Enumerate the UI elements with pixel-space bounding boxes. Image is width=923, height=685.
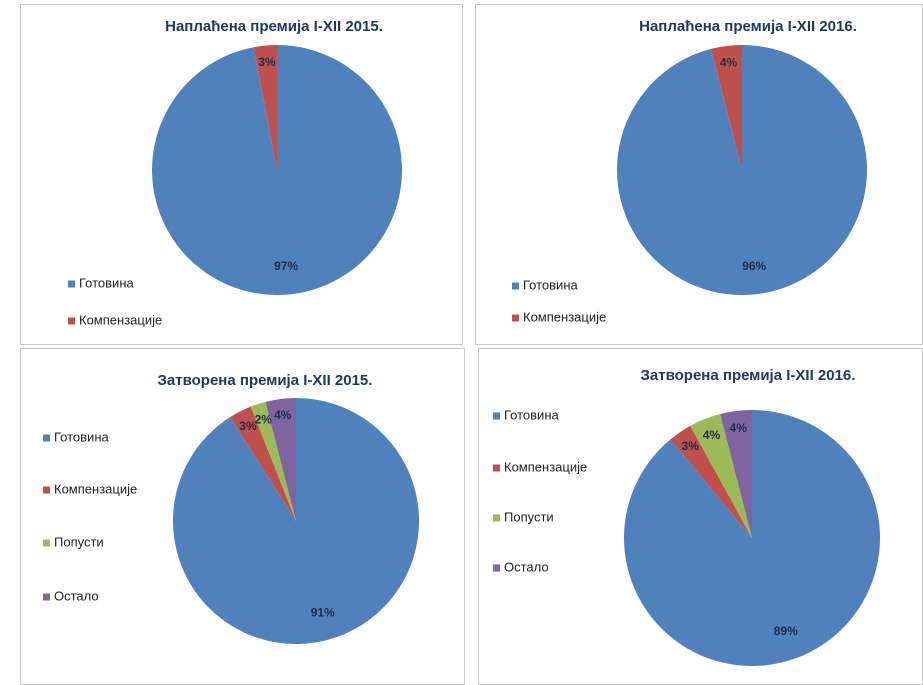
- chart-title: Наплаћена премија I-XII 2016.: [639, 18, 857, 35]
- pie-slice: [720, 410, 752, 538]
- legend-swatch: [68, 280, 75, 288]
- data-label: 4%: [703, 428, 721, 442]
- legend-label: Готовина: [79, 275, 134, 290]
- legend-label: Готовина: [54, 429, 109, 444]
- legend-swatch: [493, 464, 500, 472]
- legend-swatch: [493, 564, 500, 572]
- legend-label: Остало: [54, 588, 99, 603]
- data-label: 89%: [774, 624, 798, 638]
- data-label: 96%: [742, 259, 766, 273]
- chart-title: Затворена премија I-XII 2015.: [158, 372, 373, 389]
- data-label: 3%: [258, 55, 276, 69]
- legend-label: Компензације: [54, 481, 137, 496]
- legend-swatch: [43, 593, 50, 601]
- legend-label: Компензације: [523, 309, 606, 324]
- legend-swatch: [43, 539, 50, 547]
- chart-title: Затворена премија I-XII 2016.: [641, 367, 856, 384]
- legend-label: Готовина: [523, 277, 578, 292]
- data-label: 3%: [681, 439, 699, 453]
- pie-slice: [670, 425, 752, 538]
- data-label: 4%: [274, 408, 292, 422]
- data-label: 4%: [730, 421, 748, 435]
- data-label: 2%: [255, 413, 273, 427]
- legend-swatch: [493, 412, 500, 420]
- data-label: 97%: [274, 259, 298, 273]
- legend-swatch: [493, 514, 500, 522]
- pie-slice: [173, 398, 420, 644]
- legend-label: Готовина: [504, 407, 559, 422]
- pie-slice: [250, 401, 296, 521]
- legend-label: Попусти: [54, 534, 104, 549]
- legend-swatch: [512, 314, 519, 322]
- data-label: 91%: [311, 605, 335, 619]
- legend-swatch: [68, 317, 75, 325]
- legend-label: Компензације: [79, 312, 162, 327]
- pie-slice: [710, 45, 742, 170]
- legend-swatch: [43, 434, 50, 442]
- data-label: 4%: [720, 56, 738, 70]
- legend-label: Попусти: [504, 509, 554, 524]
- data-label: 3%: [239, 419, 257, 433]
- legend-swatch: [43, 486, 50, 494]
- legend-swatch: [512, 282, 519, 290]
- pie-slice: [690, 414, 752, 538]
- legend-label: Компензације: [504, 459, 587, 474]
- chart-title: Наплаћена премија I-XII 2015.: [165, 18, 383, 35]
- pie-slice: [265, 398, 296, 521]
- pie-slice: [230, 406, 296, 521]
- pie-slice: [253, 45, 277, 170]
- legend-label: Остало: [504, 559, 549, 574]
